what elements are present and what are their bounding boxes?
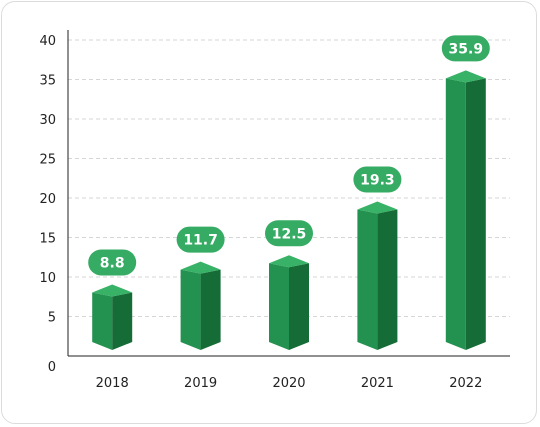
data-label-pill bbox=[353, 166, 402, 193]
y-tick-label: 5 bbox=[48, 311, 56, 326]
data-label-text: 12.5 bbox=[272, 226, 307, 242]
data-label: 11.7 bbox=[176, 226, 225, 253]
bar-face-front bbox=[269, 263, 289, 350]
x-tick-label: 2021 bbox=[361, 376, 394, 391]
data-label: 35.9 bbox=[441, 35, 490, 62]
data-label-text: 11.7 bbox=[183, 233, 218, 249]
data-label-pill bbox=[441, 35, 490, 62]
data-label-pill bbox=[265, 220, 313, 247]
bar-face-top bbox=[92, 284, 133, 297]
bar bbox=[180, 261, 221, 350]
bar-face-front bbox=[357, 209, 378, 350]
bar-face-side bbox=[465, 78, 486, 350]
bar-face-front bbox=[445, 78, 466, 350]
bar-face-side bbox=[112, 292, 133, 350]
x-tick-labels: 2018 2019 2020 2021 2022 bbox=[96, 376, 483, 391]
data-label-text: 8.8 bbox=[100, 255, 125, 271]
bar bbox=[445, 70, 486, 350]
data-label-text: 19.3 bbox=[360, 173, 395, 189]
bar-face-top bbox=[269, 255, 309, 268]
bar bbox=[357, 201, 398, 350]
x-tick-label: 2019 bbox=[184, 376, 217, 391]
y-tick-label: 35 bbox=[39, 74, 56, 89]
y-tick-label: 40 bbox=[39, 34, 56, 49]
bar-face-top bbox=[357, 201, 398, 214]
x-tick-label: 2020 bbox=[272, 376, 305, 391]
bar bbox=[92, 284, 133, 350]
bar-face-front bbox=[92, 292, 113, 350]
data-label: 19.3 bbox=[353, 166, 402, 193]
bar-face-side bbox=[200, 269, 221, 350]
y-tick-label: 0 bbox=[48, 360, 56, 375]
data-label-text: 35.9 bbox=[449, 41, 484, 57]
bar-face-side bbox=[377, 209, 398, 350]
x-tick-label: 2022 bbox=[449, 376, 482, 391]
axes bbox=[67, 30, 510, 357]
y-tick-label: 15 bbox=[39, 232, 56, 247]
data-label: 8.8 bbox=[88, 249, 137, 276]
data-labels: 8.8 11.7 12.5 19.3 35.9 bbox=[88, 35, 490, 276]
bar-face-top bbox=[445, 70, 486, 83]
x-tick-label: 2018 bbox=[96, 376, 129, 391]
y-tick-label: 25 bbox=[39, 153, 56, 168]
data-label-pill bbox=[176, 226, 225, 253]
bar bbox=[269, 255, 309, 350]
y-tick-label: 10 bbox=[39, 271, 56, 286]
bar-face-side bbox=[289, 263, 309, 350]
data-label: 12.5 bbox=[265, 220, 313, 247]
bar-face-top bbox=[180, 261, 221, 274]
bars bbox=[92, 70, 486, 350]
y-tick-labels: 0 5 10 15 20 25 30 35 40 bbox=[39, 34, 56, 375]
data-label-pill bbox=[88, 249, 137, 276]
y-tick-label: 30 bbox=[39, 113, 56, 128]
y-tick-label: 20 bbox=[39, 192, 56, 207]
bar-face-front bbox=[180, 269, 201, 350]
